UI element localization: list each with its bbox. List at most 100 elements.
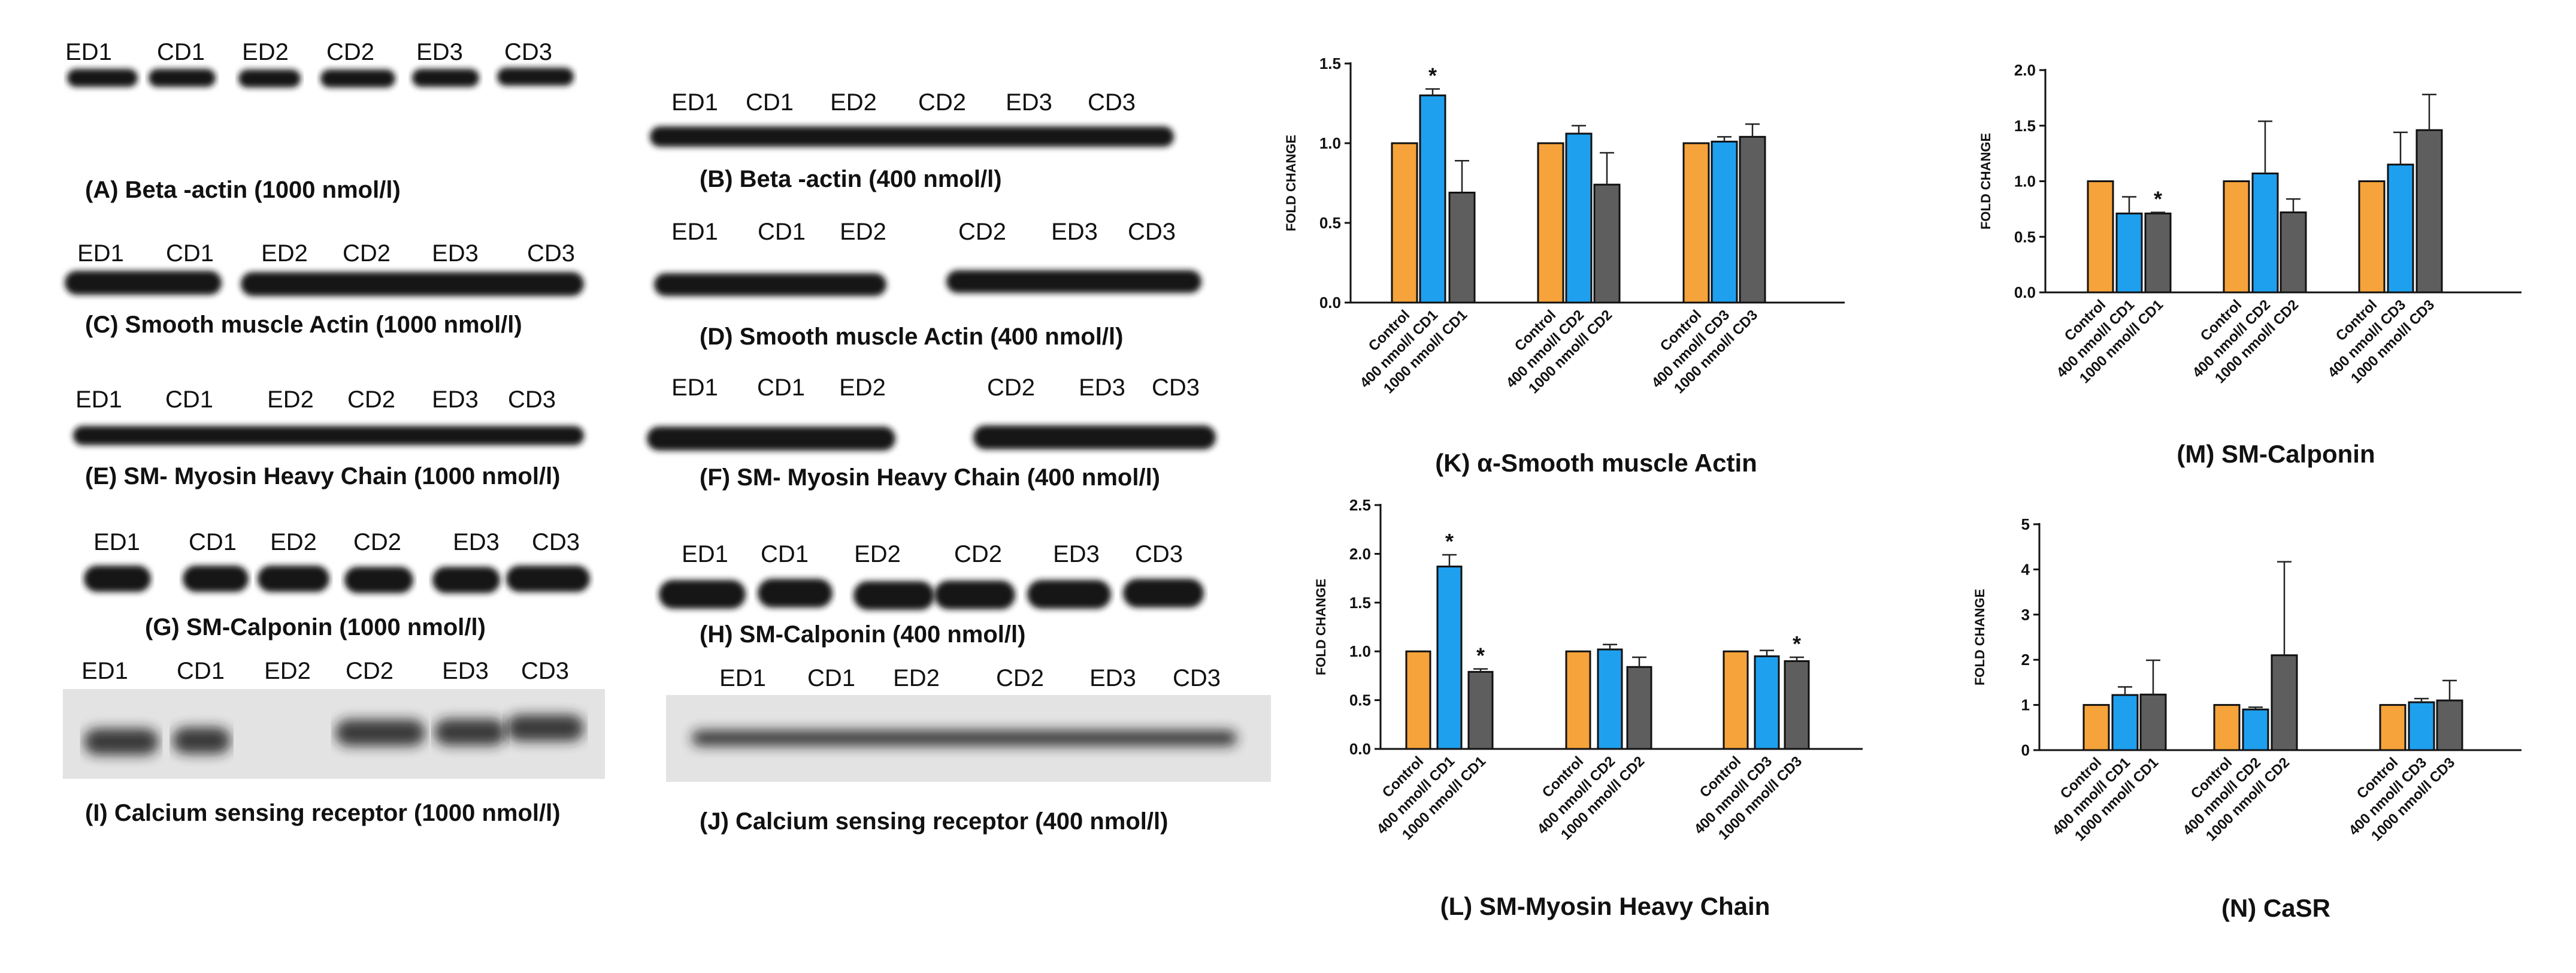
- protein-band: [84, 566, 151, 592]
- bar-n-2: [2139, 693, 2167, 751]
- lane-label-ed2: ED2: [264, 658, 311, 684]
- lane-label-ed2: ED2: [893, 665, 940, 691]
- protein-band: [934, 581, 1015, 609]
- y-tick-label: 0.5: [1319, 214, 1341, 232]
- protein-band: [412, 69, 479, 87]
- lane-label-cd3: CD3: [1128, 219, 1176, 245]
- lane-label-cd1: CD1: [166, 240, 214, 267]
- bar-k-0: [1391, 142, 1418, 304]
- y-tick-label: 4: [2021, 560, 2030, 578]
- lane-label-cd2: CD2: [343, 240, 391, 267]
- lane-label-ed2: ED2: [261, 240, 308, 267]
- lane-label-cd3: CD3: [521, 658, 569, 684]
- y-tick-label: 0.0: [1319, 294, 1341, 312]
- y-tick-label: 2.5: [1349, 496, 1371, 514]
- y-tick-label: 0.5: [1349, 691, 1371, 709]
- protein-band: [853, 581, 934, 610]
- lane-label-cd1: CD1: [157, 39, 205, 65]
- y-tick-label: 1.0: [1349, 642, 1371, 660]
- lane-label-ed3: ED3: [432, 386, 479, 413]
- bar-m-6: [2358, 180, 2386, 294]
- blot-caption: (G) SM-Calponin (1000 nmol/l): [145, 614, 486, 640]
- protein-band: [73, 426, 584, 445]
- lane-label-ed3: ED3: [1053, 541, 1100, 567]
- chart-title: (N) CaSR: [2221, 894, 2330, 922]
- protein-band: [654, 273, 886, 296]
- protein-band: [946, 270, 1201, 293]
- blot-caption: (I) Calcium sensing receptor (1000 nmol/…: [85, 800, 561, 826]
- lane-label-ed1: ED1: [682, 541, 728, 567]
- protein-band: [67, 69, 138, 87]
- blot-caption: (E) SM- Myosin Heavy Chain (1000 nmol/l): [85, 463, 561, 489]
- blot-caption: (J) Calcium sensing receptor (400 nmol/l…: [700, 808, 1168, 835]
- lane-label-ed1: ED1: [81, 658, 128, 684]
- significance-star: *: [2154, 186, 2162, 211]
- lane-label-cd1: CD1: [757, 374, 805, 401]
- protein-band: [183, 566, 249, 592]
- protein-band: [973, 425, 1216, 449]
- protein-band: [172, 727, 231, 754]
- lane-label-ed1: ED1: [719, 665, 766, 691]
- bar-n-5: [2271, 654, 2298, 751]
- blot-panel-h: ED1 CD1 ED2 CD2 ED3 CD3 (H) SM-Calponin (400 n…: [659, 541, 1204, 648]
- protein-band: [241, 272, 584, 296]
- lane-label-cd2: CD2: [918, 89, 966, 116]
- lane-label-cd3: CD3: [1173, 665, 1221, 691]
- lane-label-ed1: ED1: [77, 240, 124, 267]
- bar-m-5: [2280, 211, 2307, 294]
- lane-label-ed1: ED1: [671, 219, 718, 245]
- protein-band: [432, 567, 500, 593]
- protein-band: [238, 70, 301, 87]
- blot-caption: (C) Smooth muscle Actin (1000 nmol/l): [85, 312, 522, 338]
- y-tick-label: 1.0: [2014, 173, 2036, 191]
- bar-m-4: [2251, 173, 2279, 294]
- protein-band: [506, 566, 590, 592]
- y-axis-label: FOLD CHANGE: [1284, 135, 1298, 231]
- y-tick-label: 1: [2021, 696, 2030, 714]
- bar-n-0: [2082, 704, 2110, 751]
- y-axis-label: FOLD CHANGE: [1978, 133, 1993, 229]
- y-tick-label: 5: [2021, 515, 2030, 533]
- lane-label-cd1: CD1: [746, 89, 794, 116]
- lane-label-cd2: CD2: [326, 39, 374, 65]
- bar-l-1: [1436, 566, 1463, 750]
- blot-panel-i: ED1 CD1 ED2 CD2 ED3 CD3 (I) Calcium sensing re…: [63, 658, 605, 826]
- y-tick-label: 1.0: [1319, 134, 1341, 152]
- bar-l-6: [1723, 650, 1749, 750]
- protein-band: [647, 427, 895, 451]
- lane-label-ed1: ED1: [65, 39, 112, 65]
- lane-label-cd3: CD3: [1088, 89, 1136, 116]
- protein-band: [344, 567, 413, 593]
- y-axis-label: FOLD CHANGE: [1972, 589, 1987, 685]
- protein-band: [434, 719, 506, 745]
- lane-label-ed2: ED2: [267, 386, 314, 413]
- protein-band: [497, 68, 574, 86]
- bar-k-3: [1537, 142, 1564, 304]
- bar-l-0: [1405, 650, 1431, 750]
- bar-n-8: [2436, 699, 2463, 751]
- blot-panel-b: ED1 CD1 ED2 CD2 ED3 CD3 (B) Beta -actin (400 n…: [650, 89, 1174, 192]
- lane-label-cd1: CD1: [177, 658, 225, 684]
- blot-panel-c: ED1 CD1 ED2 CD2 ED3 CD3 (C) Smooth muscle Acti…: [65, 240, 584, 338]
- bar-n-1: [2111, 694, 2139, 751]
- lane-label-ed3: ED3: [432, 240, 479, 267]
- lane-label-ed2: ED2: [840, 219, 886, 245]
- lane-label-ed2: ED2: [839, 374, 886, 401]
- lane-label-cd1: CD1: [761, 541, 809, 567]
- protein-band: [692, 730, 1237, 746]
- bar-l-5: [1626, 666, 1652, 750]
- lane-label-ed3: ED3: [1051, 219, 1098, 245]
- lane-label-cd1: CD1: [807, 665, 855, 691]
- lane-label-cd1: CD1: [165, 386, 213, 413]
- bar-k-6: [1682, 142, 1710, 304]
- significance-star: *: [1428, 64, 1437, 88]
- lane-label-cd3: CD3: [1152, 374, 1200, 401]
- chart-title: (M) SM-Calponin: [2177, 440, 2375, 468]
- blot-caption: (A) Beta -actin (1000 nmol/l): [85, 177, 401, 203]
- lane-label-ed2: ED2: [854, 541, 901, 567]
- chart-title: (L) SM-Myosin Heavy Chain: [1440, 892, 1770, 920]
- bar-k-4: [1565, 132, 1593, 304]
- blot-panel-a: ED1 CD1 ED2 CD2 ED3 CD3 (A) Beta -actin (1000 …: [65, 39, 574, 203]
